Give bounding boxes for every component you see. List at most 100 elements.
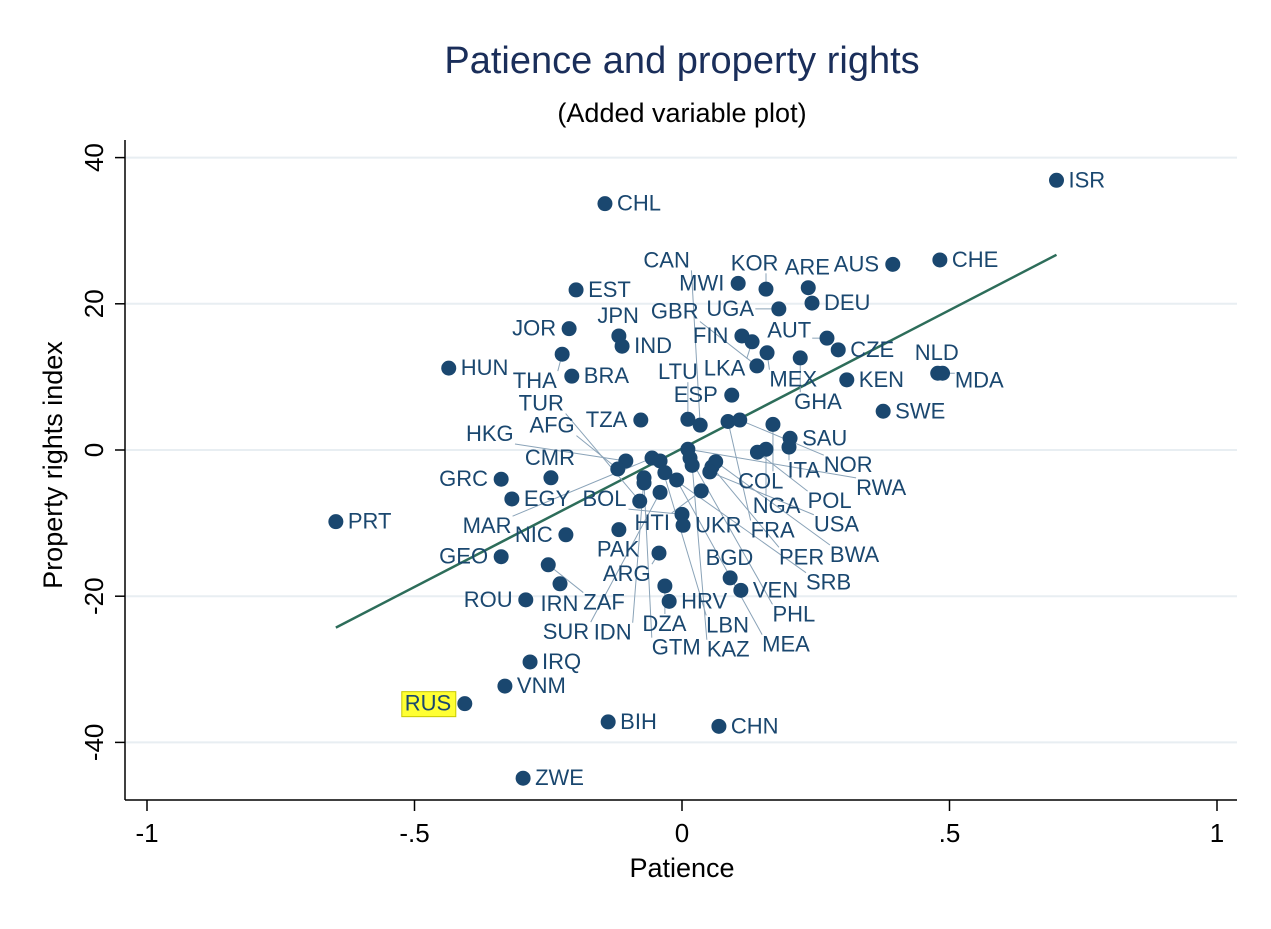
x-tick-label: 0	[675, 818, 689, 848]
data-marker	[722, 570, 738, 586]
data-marker	[839, 372, 855, 388]
data-marker	[693, 483, 709, 499]
point-label: BWA	[830, 542, 880, 567]
point-label: VEN	[753, 577, 798, 602]
point-label: AUS	[834, 251, 879, 276]
point-label: MEX	[769, 367, 817, 392]
data-marker	[657, 578, 673, 594]
point-label: TUR	[519, 391, 564, 416]
point-label: AUT	[767, 318, 811, 343]
point-geo: GEO	[439, 544, 509, 569]
point-label: GRC	[439, 466, 488, 491]
point-label: NOR	[824, 452, 873, 477]
data-marker	[652, 484, 668, 500]
point-label: ZAF	[583, 590, 625, 615]
label-leader-lines	[512, 270, 955, 640]
point-gbr: GBR	[651, 298, 765, 374]
point-label: SUR	[543, 619, 589, 644]
point-cze: CZE	[830, 337, 894, 362]
leader-line	[576, 435, 619, 470]
point-tza: TZA	[586, 407, 649, 432]
y-tick-label: 20	[79, 289, 109, 318]
point-label: LTU	[658, 359, 698, 384]
data-marker	[636, 475, 652, 491]
point-label: LBN	[706, 612, 749, 637]
point-tur: TUR	[519, 391, 648, 509]
data-marker	[518, 592, 534, 608]
data-marker	[732, 412, 748, 428]
point-bra: BRA	[564, 363, 629, 388]
y-tick-label: 40	[79, 143, 109, 172]
point-fin: FIN	[693, 323, 750, 348]
point-label: CZE	[850, 337, 894, 362]
point-label: MAR	[463, 513, 512, 538]
point-label: HUN	[461, 355, 509, 380]
leader-line	[757, 451, 808, 492]
data-marker	[680, 411, 696, 427]
data-marker	[561, 321, 577, 337]
point-label: RWA	[856, 475, 906, 500]
data-marker	[522, 654, 538, 670]
data-marker	[661, 593, 677, 609]
leader-line	[709, 471, 815, 516]
point-cmr: CMR	[525, 445, 575, 486]
point-irq: IRQ	[522, 649, 581, 674]
point-label: KEN	[859, 367, 904, 392]
leader-line	[715, 461, 831, 546]
data-marker	[633, 412, 649, 428]
point-label: CMR	[525, 445, 575, 470]
point-ken: KEN	[839, 367, 904, 392]
point-irn: IRN	[541, 576, 578, 616]
point-kor: KOR	[731, 250, 778, 297]
point-jpn: JPN	[597, 303, 639, 344]
data-marker	[504, 491, 520, 507]
point-mea: MEA	[669, 472, 810, 657]
point-est: EST	[568, 277, 631, 302]
point-label: THA	[513, 368, 557, 393]
leader-line	[711, 466, 780, 548]
point-zaf: ZAF	[540, 557, 625, 615]
point-bwa: BWA	[708, 454, 880, 567]
leader-line	[691, 465, 708, 640]
point-label: ARG	[603, 561, 651, 586]
point-srb: SRB	[657, 465, 851, 595]
point-uga: UGA	[706, 296, 787, 321]
point-label: CHN	[731, 713, 779, 738]
point-label: MWI	[679, 270, 724, 295]
data-marker	[540, 557, 556, 573]
data-marker	[711, 718, 727, 734]
point-label: SAU	[802, 425, 847, 450]
point-label: FIN	[693, 323, 728, 348]
point-label: JOR	[512, 316, 556, 341]
point-label: USA	[814, 512, 860, 537]
point-label: NGA	[753, 493, 801, 518]
data-marker	[651, 545, 667, 561]
point-dza: DZA	[642, 578, 687, 636]
data-marker	[932, 252, 948, 268]
data-marker	[515, 770, 531, 786]
data-marker	[702, 464, 718, 480]
data-marker	[875, 403, 891, 419]
point-label: BIH	[620, 709, 657, 734]
point-label: ISR	[1069, 167, 1106, 192]
point-are: ARE	[785, 255, 830, 296]
point-label: RUS	[405, 691, 451, 716]
point-label: GTM	[652, 635, 701, 660]
data-marker	[800, 280, 816, 296]
chart-title: Patience and property rights	[444, 40, 919, 82]
data-marker	[568, 282, 584, 298]
leader-line	[727, 421, 752, 521]
data-marker	[1049, 172, 1064, 188]
point-label: COL	[738, 468, 783, 493]
point-label: IND	[634, 333, 672, 358]
point-label: LKA	[704, 356, 746, 381]
point-kaz: KAZ	[684, 457, 750, 662]
point-label: DZA	[642, 611, 686, 636]
point-usa: USA	[702, 464, 860, 537]
data-marker	[675, 517, 691, 533]
data-marker	[554, 346, 570, 362]
point-label: PRT	[348, 509, 392, 534]
point-label: BOL	[582, 486, 626, 511]
point-label: CHL	[617, 191, 661, 216]
